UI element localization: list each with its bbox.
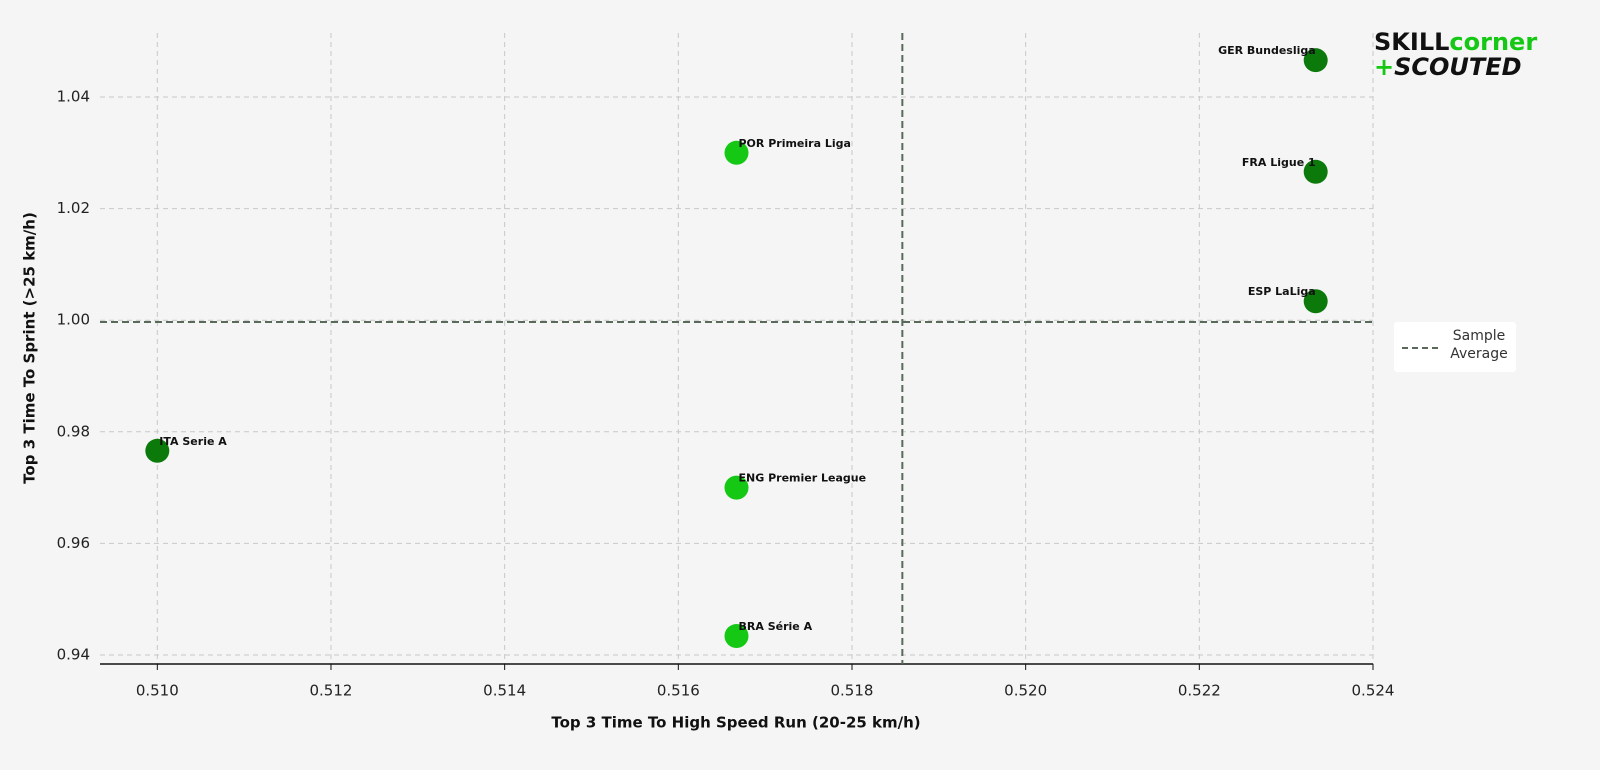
x-tick-label: 0.524 bbox=[1352, 682, 1395, 700]
legend: Sample Average bbox=[1394, 322, 1516, 372]
point bbox=[724, 624, 749, 649]
logo-part: + bbox=[1374, 53, 1394, 81]
point bbox=[1303, 289, 1328, 314]
y-tick-label: 1.02 bbox=[57, 199, 90, 217]
point-label: ITA Serie A bbox=[159, 435, 227, 448]
x-tick-label: 0.518 bbox=[831, 682, 874, 700]
y-tick-label: 0.96 bbox=[57, 534, 90, 552]
x-tick-label: 0.520 bbox=[1004, 682, 1047, 700]
logo: +SCOUTED bbox=[1374, 53, 1522, 81]
point bbox=[1303, 48, 1328, 73]
y-axis-title: Top 3 Time To Sprint (>25 km/h) bbox=[21, 212, 39, 484]
legend-label: Sample Average bbox=[1450, 328, 1508, 362]
point bbox=[724, 475, 749, 500]
point-label: ENG Premier League bbox=[739, 472, 867, 485]
point bbox=[145, 438, 170, 463]
y-tick-label: 1.00 bbox=[57, 311, 90, 329]
legend-label-box: Sample Average bbox=[1450, 328, 1508, 362]
point-label: GER Bundesliga bbox=[1218, 44, 1316, 57]
x-tick-label: 0.512 bbox=[310, 682, 353, 700]
point-label: BRA Série A bbox=[739, 620, 813, 633]
y-tick-label: 0.98 bbox=[57, 422, 90, 440]
point-label: POR Primeira Liga bbox=[739, 137, 851, 150]
x-tick-label: 0.516 bbox=[657, 682, 700, 700]
point bbox=[1303, 159, 1328, 184]
y-tick-label: 0.94 bbox=[57, 646, 90, 664]
point-label: FRA Ligue 1 bbox=[1242, 156, 1316, 169]
x-axis-title: Top 3 Time To High Speed Run (20-25 km/h… bbox=[551, 714, 920, 732]
x-tick-label: 0.514 bbox=[483, 682, 526, 700]
point-label: ESP LaLiga bbox=[1248, 285, 1316, 298]
logo-part: SKILL bbox=[1374, 28, 1449, 56]
logo-part: SCOUTED bbox=[1394, 53, 1521, 81]
x-tick-label: 0.522 bbox=[1178, 682, 1221, 700]
logo-part: corner bbox=[1449, 28, 1537, 56]
y-tick-label: 1.04 bbox=[57, 88, 90, 106]
x-tick-label: 0.510 bbox=[136, 682, 179, 700]
legend-box bbox=[1394, 322, 1516, 372]
point bbox=[724, 140, 749, 165]
logo: SKILLcorner bbox=[1374, 28, 1537, 56]
